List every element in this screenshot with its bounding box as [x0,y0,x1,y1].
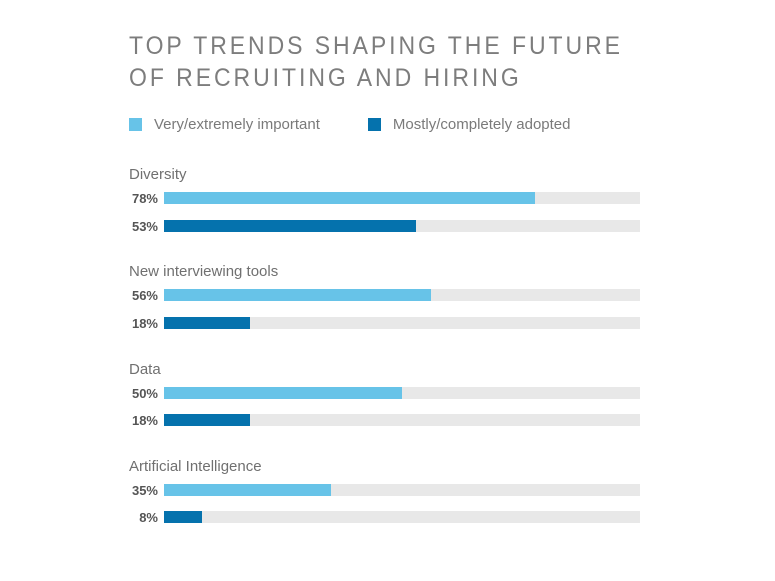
bar-adopted [164,316,250,329]
legend-label-important: Very/extremely important [154,116,320,133]
legend: Very/extremely important Mostly/complete… [129,116,571,133]
bar-track [164,192,640,204]
value-label: 18% [131,315,158,331]
title-line-1: TOP TRENDS SHAPING THE FUTURE [129,32,623,60]
bar-track [164,219,640,232]
bar-track [164,289,640,302]
legend-item-important: Very/extremely important [129,116,320,133]
value-label: 78% [131,191,158,206]
legend-item-adopted: Mostly/completely adopted [367,116,571,133]
category-label: New interviewing tools [129,263,279,281]
value-label: 8% [139,510,158,526]
category-label: Artificial Intelligence [129,457,262,475]
bar-important [164,483,331,496]
chart-title: TOP TRENDS SHAPING THE FUTURE OF RECRUIT… [129,30,623,94]
value-label: 53% [131,218,158,234]
bar-important [164,192,536,204]
bar-track [164,316,640,329]
bar-track [164,414,640,427]
category-label: Diversity [129,166,187,183]
value-label: 35% [131,482,158,498]
bar-adopted [164,414,250,427]
value-label: 56% [131,288,158,304]
bar-track [164,511,640,524]
legend-label-adopted: Mostly/completely adopted [392,116,571,133]
bar-adopted [164,511,203,524]
bar-important [164,289,431,302]
legend-swatch-important [129,118,142,131]
value-label: 50% [131,385,158,401]
bar-adopted [164,219,417,232]
bar-track [164,483,640,496]
category-label: Data [129,360,161,378]
bar-important [164,386,402,399]
bar-track [164,386,640,399]
title-line-2: OF RECRUITING AND HIRING [129,64,522,92]
legend-swatch-adopted [367,118,381,131]
value-label: 18% [131,413,158,429]
